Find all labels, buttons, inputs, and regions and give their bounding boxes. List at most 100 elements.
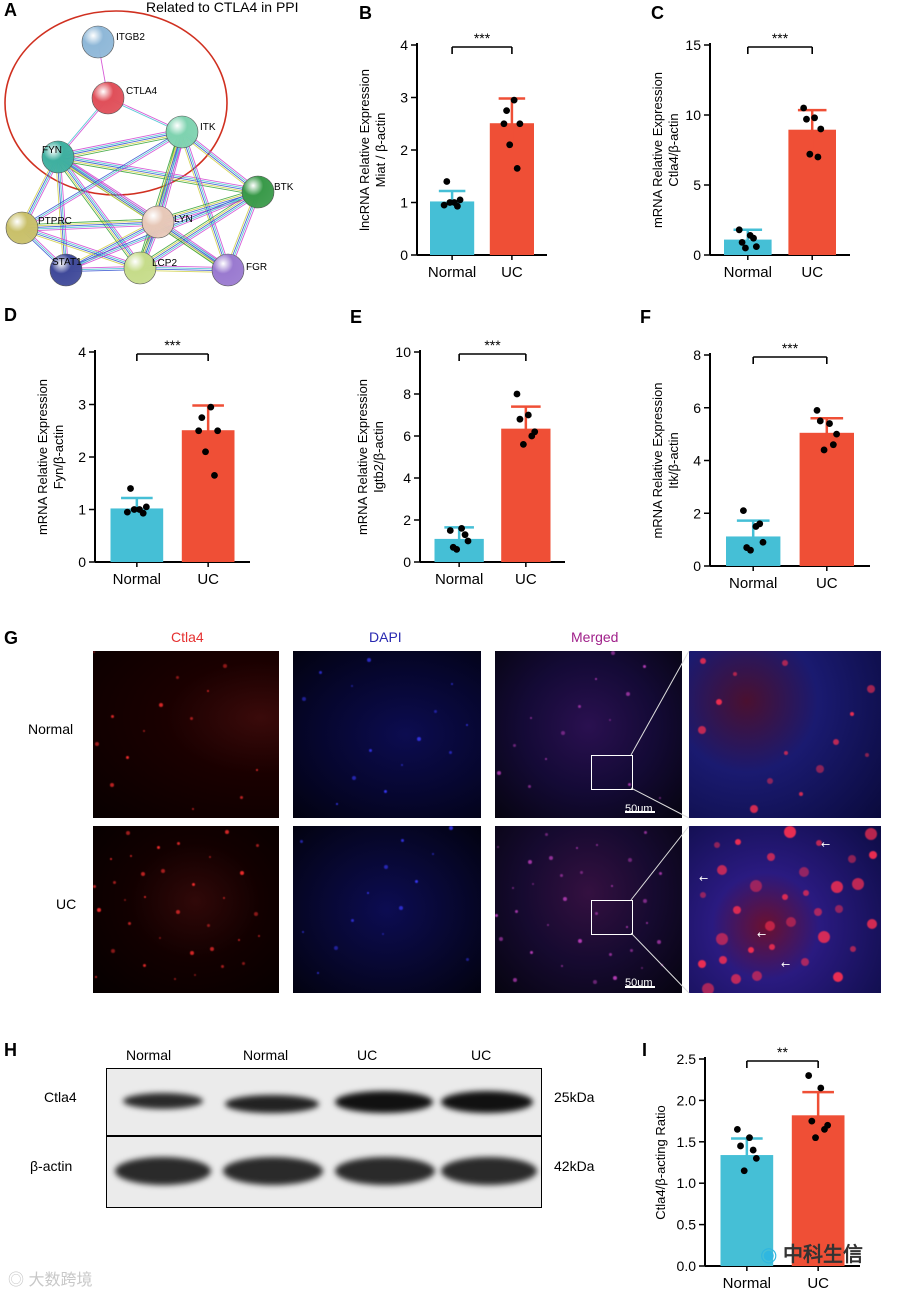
if-speckle — [142, 729, 145, 732]
if-speckle — [495, 913, 498, 917]
if-speckle — [783, 751, 788, 756]
data-point — [743, 544, 751, 551]
if-speckle — [350, 684, 353, 687]
ppi-network: ITGB2 CTLA4 ITK FYN BTK PTPRC LYN STAT1 LCP2 FGR — [4, 10, 294, 287]
if-speckle — [730, 974, 741, 985]
data-point — [454, 202, 461, 210]
if-speckle — [629, 949, 633, 953]
data-point — [742, 244, 749, 252]
if-speckle — [561, 965, 564, 968]
if-speckle — [434, 709, 438, 713]
data-point — [752, 243, 760, 251]
if-speckle — [113, 881, 117, 885]
data-point — [130, 506, 138, 513]
if-speckle — [300, 840, 304, 844]
ppi-edge — [136, 130, 180, 268]
watermark-left-text: 大数跨境 — [28, 1272, 93, 1289]
ppi-edge — [138, 190, 258, 268]
chart-ctla4: 0 5 10 15 Normal UC *** mRNA Relative Expressio… — [650, 30, 850, 281]
if-speckle — [715, 699, 722, 706]
data-point — [817, 1084, 825, 1092]
watermark-right-text: 中科生信 — [783, 1244, 864, 1266]
if-speckle — [626, 926, 629, 929]
if-speckle — [544, 833, 548, 837]
if-speckle — [177, 842, 181, 846]
if-speckle — [781, 659, 788, 666]
ppi-edge — [180, 132, 228, 271]
if-speckle — [159, 702, 164, 707]
data-point — [461, 531, 469, 539]
wb-mw-actin: 42kDa — [554, 1158, 595, 1174]
if-speckle — [644, 831, 648, 835]
arrow-icon: ← — [821, 838, 831, 851]
if-speckle — [766, 777, 773, 784]
if-speckle — [734, 838, 741, 845]
ppi-node-label-ctla4: CTLA4 — [126, 86, 158, 97]
if-speckle — [613, 976, 618, 981]
if-speckle — [732, 906, 741, 915]
ppi-edge — [65, 220, 158, 270]
ppi-node-label-fgr: FGR — [246, 262, 267, 273]
data-point — [456, 196, 464, 204]
arrow-icon: ← — [781, 958, 791, 971]
if-speckle — [256, 768, 259, 771]
if-speckle — [109, 783, 114, 788]
data-point — [127, 485, 134, 492]
if-image-uc-3 — [495, 826, 682, 993]
if-speckle — [93, 651, 95, 653]
ppi-edge — [58, 134, 183, 161]
x-tick-label: Normal — [113, 571, 161, 588]
if-speckle — [239, 870, 244, 875]
if-speckle — [241, 961, 245, 965]
y-tick-label: 2 — [78, 449, 86, 465]
if-speckle — [869, 851, 878, 859]
wb-protein-label-actin: β-actin — [30, 1158, 73, 1174]
scale-bar-normal: 50um — [625, 803, 653, 815]
if-speckle — [369, 749, 373, 753]
if-speckle — [140, 872, 145, 877]
ppi-edge — [22, 224, 159, 232]
wb-lane-label-4: UC — [471, 1047, 492, 1063]
y-axis-label: mRNA Relative Expression — [35, 379, 50, 535]
if-speckle — [867, 684, 876, 693]
if-speckle — [93, 884, 96, 888]
wb-band-actin-1 — [115, 1157, 211, 1185]
data-point — [740, 1167, 748, 1175]
if-speckle — [713, 842, 720, 849]
y-tick-label: 0 — [78, 554, 86, 570]
ppi-edge — [58, 154, 259, 191]
data-point — [214, 427, 222, 435]
bar — [501, 428, 551, 562]
ppi-edge — [55, 158, 138, 271]
if-speckle — [124, 899, 127, 902]
if-speckle — [817, 931, 830, 944]
data-point — [803, 115, 810, 123]
if-speckle — [609, 952, 613, 956]
data-point — [805, 1072, 813, 1079]
ppi-edge — [157, 190, 258, 221]
data-point — [139, 509, 147, 517]
bar — [791, 1115, 845, 1266]
ppi-edge — [22, 132, 184, 230]
significance-label: *** — [782, 340, 799, 356]
if-speckle — [350, 918, 354, 922]
if-speckle — [528, 784, 532, 788]
data-point — [528, 432, 536, 440]
if-speckle — [799, 867, 810, 878]
wb-lane-label-2: Normal — [243, 1047, 289, 1063]
if-speckle — [515, 909, 519, 913]
if-speckle — [256, 843, 260, 847]
ppi-node-lyn — [141, 205, 175, 239]
if-speckle — [719, 956, 728, 965]
y-axis-label: lncRNA Relative Expression — [357, 69, 372, 231]
arrow-icon: ← — [699, 872, 709, 885]
wb-band-ctla4-4 — [441, 1091, 533, 1113]
data-point — [506, 141, 514, 149]
ppi-edge — [141, 194, 260, 272]
if-speckle — [528, 859, 533, 864]
bar — [720, 1155, 774, 1266]
if-speckle — [126, 756, 130, 760]
if-speckle — [579, 870, 583, 874]
ppi-node-label-itk: ITK — [200, 122, 216, 133]
if-speckle — [766, 852, 775, 861]
